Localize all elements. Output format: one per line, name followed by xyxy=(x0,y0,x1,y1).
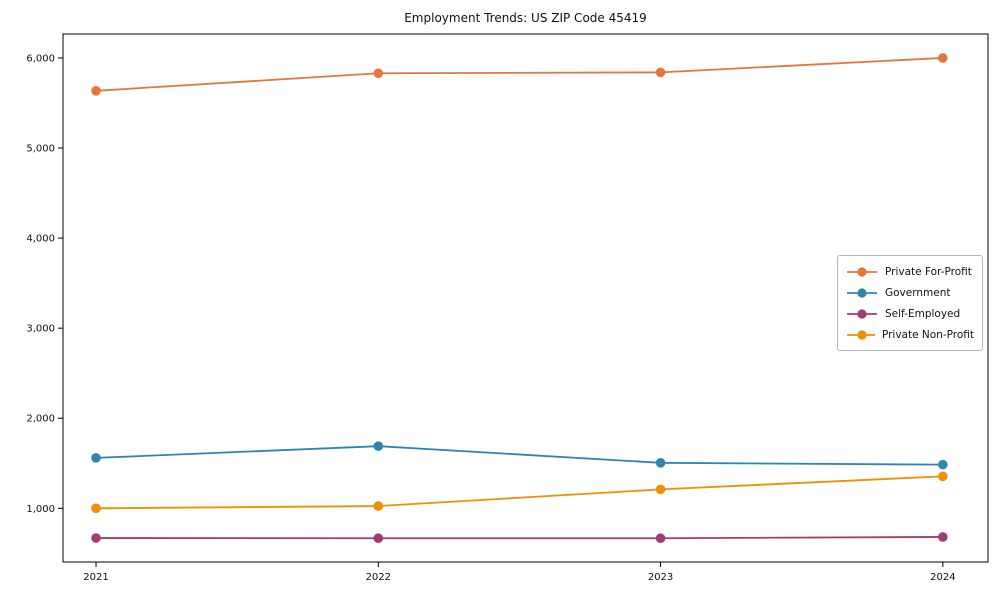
chart-title: Employment Trends: US ZIP Code 45419 xyxy=(404,11,647,25)
data-point-private-non-profit-2021 xyxy=(91,503,101,514)
data-point-private-non-profit-2022 xyxy=(373,501,384,511)
data-point-private-non-profit-2023 xyxy=(655,484,666,495)
data-point-government-2024 xyxy=(938,459,948,470)
legend-item-label: Private Non-Profit xyxy=(881,328,974,341)
series-line-self-employed xyxy=(95,536,944,540)
legend-item-government: Government xyxy=(846,282,974,303)
data-point-government-2022 xyxy=(373,441,384,451)
legend-item-private-non-profit: Private Non-Profit xyxy=(846,324,974,345)
y-axis-tick-label: 1,000 xyxy=(26,504,55,515)
series-line-private-for-profit xyxy=(95,57,944,92)
legend-item-label: Private For-Profit xyxy=(885,265,972,278)
legend-item-self-employed: Self-Employed xyxy=(846,303,974,324)
legend-line-marker-icon xyxy=(847,266,877,277)
plot-border xyxy=(62,33,989,563)
data-point-private-for-profit-2021 xyxy=(91,86,101,96)
y-axis-tick-label: 6,000 xyxy=(26,53,55,64)
legend-line-marker-icon xyxy=(847,308,877,319)
y-axis-tick-label: 2,000 xyxy=(26,414,55,425)
legend-item-label: Self-Employed xyxy=(885,307,961,320)
x-axis-tick-label: 2023 xyxy=(648,572,673,583)
data-point-self-employed-2021 xyxy=(91,533,101,543)
data-point-private-for-profit-2024 xyxy=(938,53,948,63)
y-axis-tick-label: 5,000 xyxy=(26,144,55,155)
x-axis-tick-label: 2024 xyxy=(930,572,955,583)
y-axis-tick-label: 3,000 xyxy=(26,324,55,335)
data-point-private-for-profit-2023 xyxy=(655,67,666,78)
series-line-private-non-profit xyxy=(95,475,944,510)
legend-item-private-for-profit: Private For-Profit xyxy=(846,261,974,282)
data-point-private-for-profit-2022 xyxy=(373,68,384,79)
x-axis-tick-label: 2021 xyxy=(83,572,108,583)
data-point-private-non-profit-2024 xyxy=(938,471,948,482)
data-point-self-employed-2024 xyxy=(938,532,948,542)
data-point-government-2023 xyxy=(655,458,666,468)
legend-line-marker-icon xyxy=(847,329,875,340)
data-point-self-employed-2022 xyxy=(373,533,384,544)
x-axis-tick-label: 2022 xyxy=(366,572,391,583)
data-point-government-2021 xyxy=(91,453,101,463)
chart-legend: Private For-Profit Government Self-Employe… xyxy=(837,255,983,351)
legend-line-marker-icon xyxy=(847,287,877,298)
data-point-self-employed-2023 xyxy=(655,533,666,544)
series-line-government xyxy=(95,445,944,466)
legend-item-label: Government xyxy=(885,286,951,299)
y-axis-tick-label: 4,000 xyxy=(26,234,55,245)
